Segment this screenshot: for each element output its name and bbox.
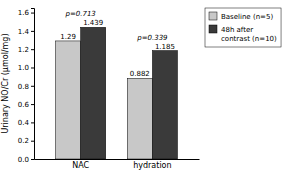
legend-label-line: 48h after <box>221 26 253 34</box>
tick-mark <box>31 67 34 68</box>
y-axis: 0.0 0.2 0.4 0.6 0.8 1.0 1.2 1.4 1.6 <box>18 9 35 164</box>
bars <box>56 27 178 159</box>
y-axis-title: Urinary NO/Cr (μmol/mg) <box>1 33 10 133</box>
axis-line <box>31 9 35 160</box>
plot: 0.0 0.2 0.4 0.6 0.8 1.0 1.2 1.4 1.6 NAC hydration U… <box>1 9 200 170</box>
annotation: p=0.713 <box>64 10 95 18</box>
bar <box>56 41 81 159</box>
tick: hydration <box>133 161 171 170</box>
bar <box>152 51 177 159</box>
tick-label: 0.2 <box>18 137 29 145</box>
tick: 1.6 <box>18 9 34 17</box>
tick-mark <box>31 86 34 87</box>
legend-swatch <box>209 25 217 33</box>
legend-label: Baseline (n=5) <box>221 13 273 21</box>
data-label: 1.185 <box>155 43 175 51</box>
tick: 0.8 <box>18 83 34 91</box>
bar <box>127 78 152 159</box>
tick-label: 1.6 <box>18 9 30 17</box>
data-label: 1.439 <box>83 19 103 27</box>
tick-mark <box>31 141 34 142</box>
tick: 0.4 <box>18 119 34 127</box>
tick-label: hydration <box>133 161 171 170</box>
tick: 1.0 <box>18 64 34 72</box>
tick-mark <box>31 49 34 50</box>
tick-mark <box>31 122 34 123</box>
tick: 1.2 <box>18 46 34 54</box>
tick: 0.6 <box>18 101 34 109</box>
tick-label: 1.4 <box>18 28 30 36</box>
legend: Baseline (n=5) 48h aftercontrast (n=10) <box>205 8 281 47</box>
legend-label-line: Baseline (n=5) <box>221 13 273 21</box>
tick-label: 0.0 <box>18 156 29 164</box>
data-label: 1.29 <box>60 33 76 41</box>
annotation: p=0.339 <box>136 34 168 42</box>
tick-mark <box>31 31 34 32</box>
tick-label: 0.8 <box>18 83 29 91</box>
tick: 0.0 <box>18 156 34 164</box>
tick-mark <box>31 104 34 105</box>
tick: 1.4 <box>18 28 34 36</box>
legend-label-line: contrast (n=10) <box>221 35 277 43</box>
legend-swatch <box>209 12 217 20</box>
legend-frame <box>205 8 281 47</box>
tick-mark <box>31 159 34 160</box>
tick-label: NAC <box>72 161 89 170</box>
tick-label: 0.4 <box>18 119 30 127</box>
labels: 1.29 0.882 1.439 1.185 p=0.713 p=0.339 <box>60 10 175 78</box>
legend-label: 48h aftercontrast (n=10) <box>221 26 277 43</box>
tick-label: 0.6 <box>18 101 30 109</box>
tick-label: 1.0 <box>18 64 29 72</box>
axis-line <box>35 159 200 160</box>
tick: NAC <box>72 161 89 170</box>
data-label: 0.882 <box>130 70 150 78</box>
x-axis: NAC hydration <box>35 160 200 170</box>
chart: 0.0 0.2 0.4 0.6 0.8 1.0 1.2 1.4 1.6 NAC hydration U… <box>0 0 283 175</box>
tick: 0.2 <box>18 137 34 145</box>
tick-mark <box>31 13 34 14</box>
bar <box>81 27 106 159</box>
tick-label: 1.2 <box>18 46 29 54</box>
